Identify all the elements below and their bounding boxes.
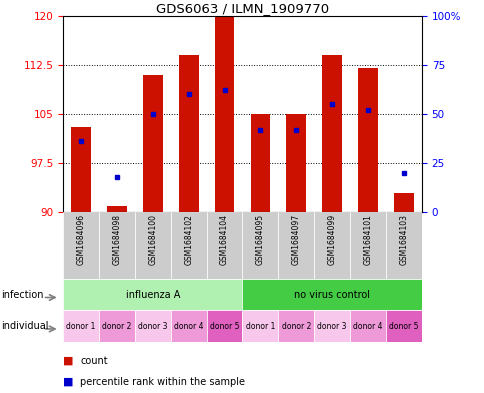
Bar <box>242 212 278 279</box>
Bar <box>314 212 349 279</box>
Text: donor 1: donor 1 <box>245 322 274 331</box>
Bar <box>135 212 170 279</box>
Text: GSM1684097: GSM1684097 <box>291 214 300 265</box>
Bar <box>206 310 242 342</box>
Text: donor 3: donor 3 <box>138 322 167 331</box>
Bar <box>393 193 413 212</box>
Text: infection: infection <box>1 290 44 300</box>
Bar <box>242 310 278 342</box>
Bar <box>63 310 99 342</box>
Text: GSM1684095: GSM1684095 <box>256 214 264 265</box>
Text: ■: ■ <box>63 356 74 366</box>
Text: donor 5: donor 5 <box>389 322 418 331</box>
Bar <box>143 75 162 212</box>
Text: donor 4: donor 4 <box>353 322 382 331</box>
Text: donor 3: donor 3 <box>317 322 346 331</box>
Bar <box>71 127 91 212</box>
Text: donor 2: donor 2 <box>102 322 131 331</box>
Bar <box>250 114 270 212</box>
Bar <box>135 310 170 342</box>
Text: GSM1684098: GSM1684098 <box>112 214 121 265</box>
Bar <box>179 55 198 212</box>
Text: no virus control: no virus control <box>294 290 369 300</box>
Bar <box>385 310 421 342</box>
Text: ■: ■ <box>63 377 74 387</box>
Text: donor 1: donor 1 <box>66 322 95 331</box>
Bar <box>170 212 206 279</box>
Text: percentile rank within the sample: percentile rank within the sample <box>80 377 244 387</box>
Bar <box>107 206 126 212</box>
Bar <box>278 310 314 342</box>
Text: individual: individual <box>1 321 48 331</box>
Bar <box>358 68 377 212</box>
Bar <box>63 279 242 310</box>
Bar <box>242 279 421 310</box>
Text: GSM1684096: GSM1684096 <box>76 214 85 265</box>
Text: count: count <box>80 356 107 366</box>
Text: donor 2: donor 2 <box>281 322 310 331</box>
Bar <box>286 114 305 212</box>
Bar <box>349 212 385 279</box>
Title: GDS6063 / ILMN_1909770: GDS6063 / ILMN_1909770 <box>156 2 328 15</box>
Text: GSM1684104: GSM1684104 <box>220 214 228 265</box>
Text: GSM1684103: GSM1684103 <box>399 214 408 265</box>
Text: GSM1684102: GSM1684102 <box>184 214 193 265</box>
Bar <box>206 212 242 279</box>
Bar <box>322 55 341 212</box>
Text: donor 4: donor 4 <box>174 322 203 331</box>
Bar <box>385 212 421 279</box>
Text: GSM1684100: GSM1684100 <box>148 214 157 265</box>
Bar <box>214 16 234 212</box>
Text: donor 5: donor 5 <box>210 322 239 331</box>
Bar <box>170 310 206 342</box>
Bar <box>278 212 314 279</box>
Bar <box>63 212 99 279</box>
Bar <box>349 310 385 342</box>
Text: influenza A: influenza A <box>125 290 180 300</box>
Bar <box>314 310 349 342</box>
Bar <box>99 212 135 279</box>
Bar <box>99 310 135 342</box>
Text: GSM1684099: GSM1684099 <box>327 214 336 265</box>
Text: GSM1684101: GSM1684101 <box>363 214 372 265</box>
